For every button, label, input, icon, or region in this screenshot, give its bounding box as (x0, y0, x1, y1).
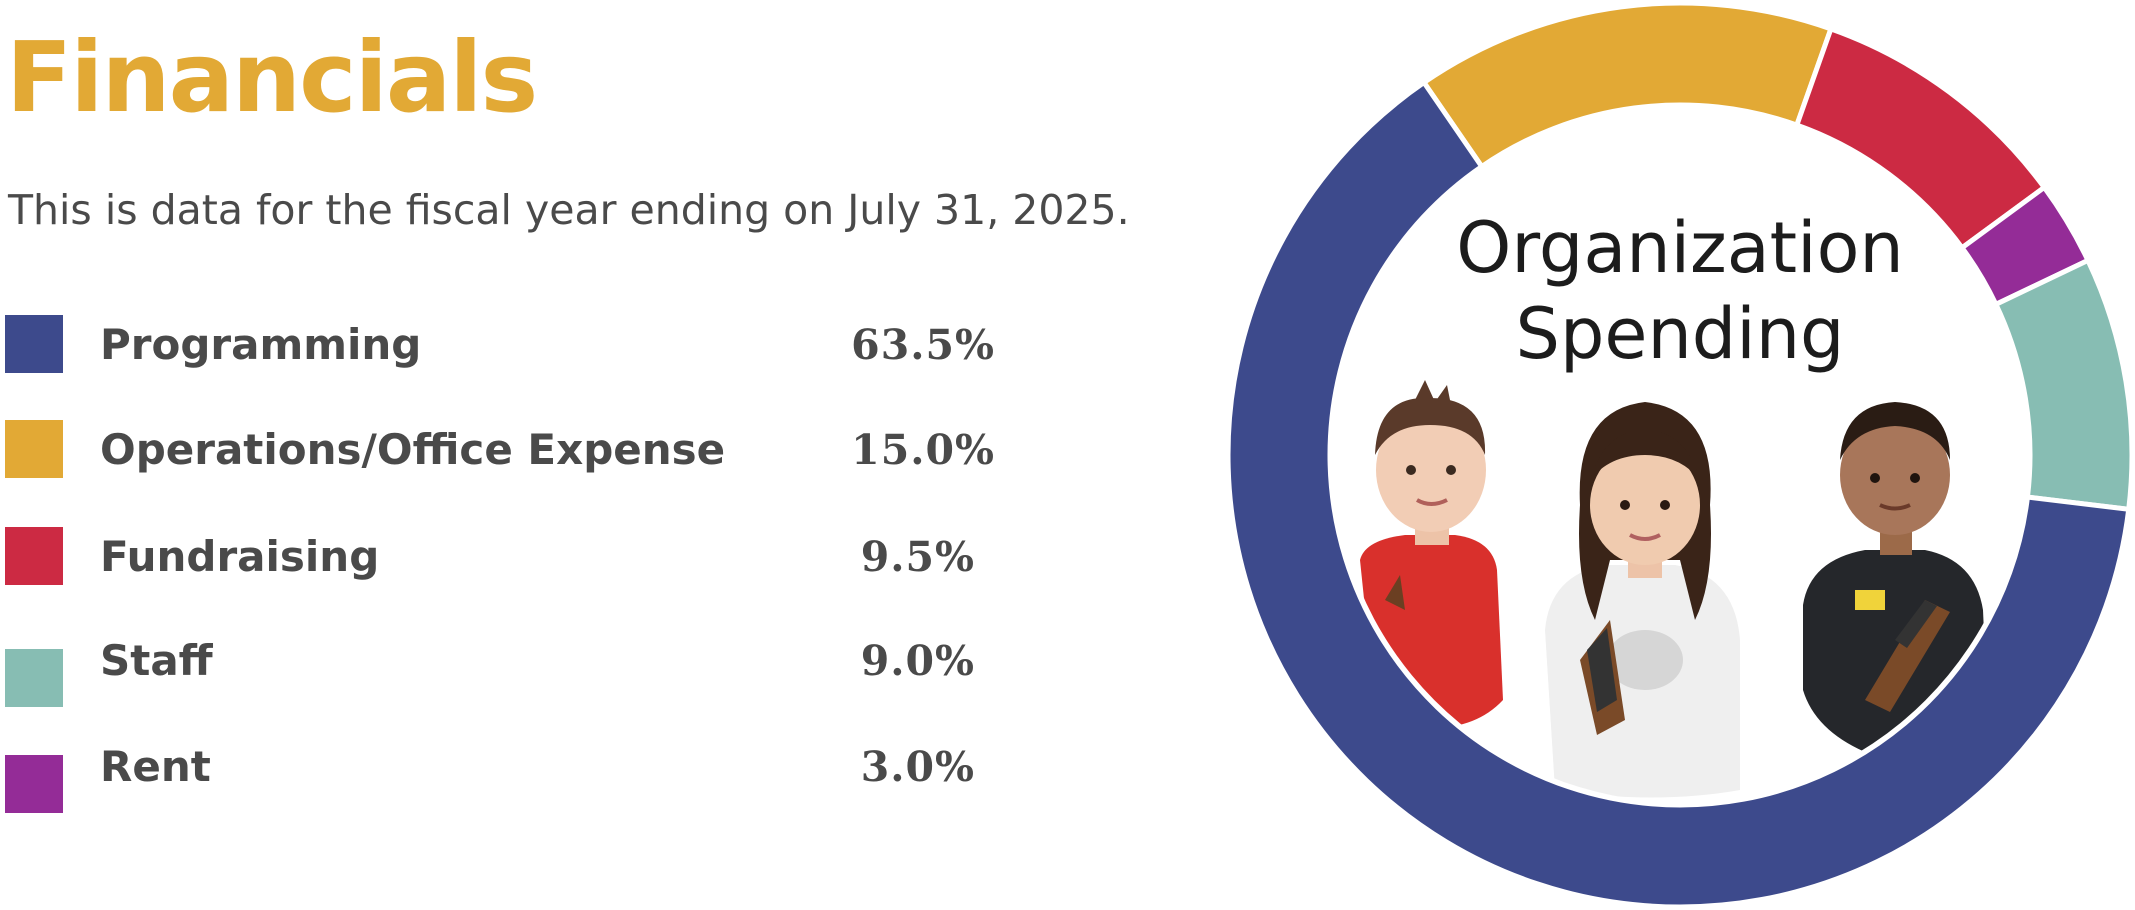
donut-slices (1225, 0, 2135, 910)
legend-label: Fundraising (100, 532, 380, 581)
legend-item: Operations/Office Expense 15.0% (0, 420, 1040, 480)
donut-slice-programming (1225, 79, 2132, 910)
legend-value: 9.0% (860, 637, 975, 685)
page-title: Financials (6, 21, 538, 134)
legend-label: Operations/Office Expense (100, 425, 726, 474)
legend-swatch (5, 420, 63, 478)
legend-swatch (5, 649, 63, 707)
legend-value: 15.0% (851, 426, 995, 474)
legend-value: 9.5% (860, 533, 975, 581)
chart-legend: Programming 63.5% Operations/Office Expens… (0, 0, 1050, 910)
legend-swatch (5, 527, 63, 585)
legend-swatch (5, 755, 63, 813)
donut-svg (1225, 0, 2135, 910)
legend-item: Rent 3.0% (0, 740, 1040, 813)
donut-center-title-line: Spending (1515, 293, 1845, 375)
legend-label: Staff (100, 636, 213, 685)
legend-value: 63.5% (851, 321, 995, 369)
donut-center-title: Organization Spending (1456, 205, 1904, 377)
legend-swatch (5, 315, 63, 373)
donut-slice-staff (1992, 257, 2135, 513)
donut-slice-operations-office-expense (1420, 0, 1835, 171)
donut-chart: Organization Spending (1225, 0, 2135, 910)
legend-item: Programming 63.5% (0, 315, 1040, 375)
legend-item: Fundraising 9.5% (0, 527, 1040, 587)
legend-value: 3.0% (860, 743, 975, 791)
donut-center-title-line: Organization (1456, 207, 1904, 289)
fiscal-year-note: This is data for the fiscal year ending … (8, 186, 1130, 234)
legend-label: Programming (100, 320, 422, 369)
legend-item: Staff 9.0% (0, 634, 1040, 707)
legend-label: Rent (100, 742, 211, 791)
child-middle-figure (1545, 402, 1740, 798)
